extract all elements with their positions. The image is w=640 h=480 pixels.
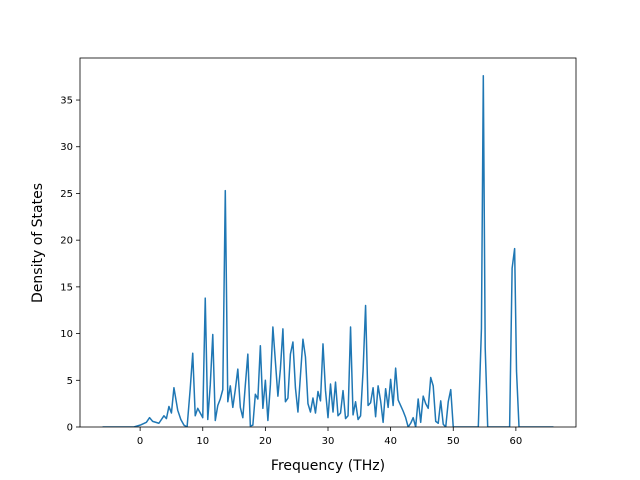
- x-tick-label: 50: [447, 436, 460, 447]
- y-tick-label: 35: [60, 96, 73, 107]
- y-tick-label: 30: [60, 142, 73, 153]
- x-tick-label: 20: [259, 436, 272, 447]
- y-tick-label: 10: [60, 329, 73, 340]
- y-tick-label: 5: [67, 376, 73, 387]
- axes: 0 10 20 30 40 50 60 0 5 10 15 20 25 30 35: [60, 57, 577, 447]
- x-tick-label: 0: [137, 436, 143, 447]
- x-axis-label: Frequency (THz): [271, 458, 385, 474]
- y-tick-label: 0: [67, 423, 73, 434]
- y-tick-label: 20: [60, 236, 73, 247]
- x-tick-label: 10: [196, 436, 209, 447]
- series-line-0: [102, 75, 554, 427]
- y-tick-label: 25: [60, 189, 73, 200]
- x-tick-label: 30: [322, 436, 335, 447]
- x-tick-label: 60: [510, 436, 523, 447]
- x-tick-label: 40: [384, 436, 397, 447]
- plot-area: [102, 75, 554, 427]
- y-axis-label: Density of States: [30, 183, 46, 303]
- y-tick-label: 15: [60, 282, 73, 293]
